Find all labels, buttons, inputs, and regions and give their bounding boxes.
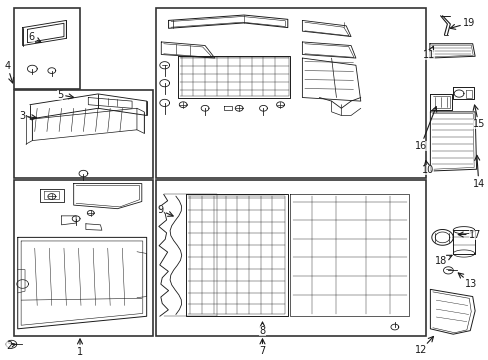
Text: 2: 2 (6, 341, 16, 351)
Text: 6: 6 (29, 32, 41, 42)
Bar (156, 8, 426, 178)
Bar (14, 180, 152, 336)
Text: 15: 15 (472, 105, 484, 129)
Text: 4: 4 (4, 61, 14, 83)
Text: 5: 5 (57, 90, 74, 100)
Text: 10: 10 (421, 161, 433, 175)
Bar (14, 8, 80, 89)
Bar (14, 90, 152, 178)
Text: 16: 16 (414, 107, 436, 151)
Text: 11: 11 (422, 46, 434, 60)
Text: 3: 3 (19, 111, 37, 121)
Text: 9: 9 (157, 206, 173, 216)
Text: 14: 14 (472, 155, 484, 189)
Text: 1: 1 (77, 339, 83, 357)
Text: 17: 17 (457, 230, 480, 239)
Text: 8: 8 (259, 322, 265, 336)
Text: 7: 7 (259, 339, 265, 356)
Text: 13: 13 (457, 273, 477, 289)
Bar (156, 180, 426, 336)
Text: 19: 19 (449, 18, 474, 29)
Text: 18: 18 (434, 255, 451, 266)
Text: 12: 12 (414, 337, 432, 355)
